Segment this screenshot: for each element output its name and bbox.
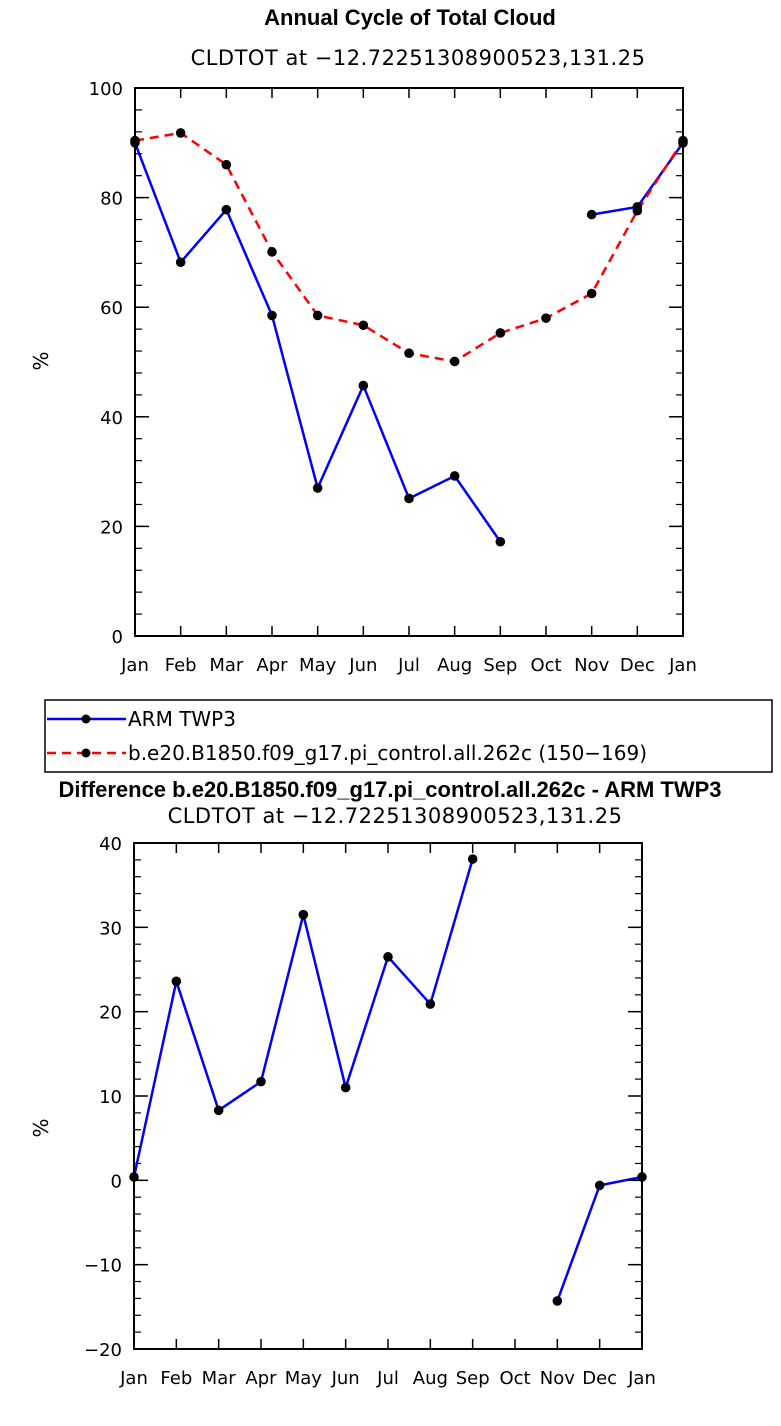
legend-box <box>44 699 773 773</box>
chart1-x-tick-label: Apr <box>256 655 288 676</box>
chart2-series-0-point <box>425 999 436 1009</box>
chart2-series-0-point <box>340 1082 351 1093</box>
chart1-y-tick-label: 20 <box>100 517 123 538</box>
chart1-y-tick-label: 80 <box>100 189 123 210</box>
chart2-x-tick-label: Jul <box>376 1368 399 1389</box>
chart1-x-tick-label: Feb <box>165 655 197 676</box>
chart1-series-1-point <box>404 348 414 359</box>
chart1-y-tick-label: 0 <box>112 627 123 648</box>
chart2-y-tick-label: 20 <box>99 1003 122 1024</box>
chart1-series-1-point <box>632 205 643 216</box>
chart1-series-1-point <box>312 310 323 321</box>
chart1-x-tick-label: Sep <box>483 655 517 676</box>
chart2-y-tick-label: −20 <box>84 1340 122 1361</box>
chart1-series-0-point <box>175 257 186 268</box>
chart2-series-0-point <box>298 909 309 920</box>
chart2-series-0-point <box>594 1180 605 1191</box>
chart2-y-tick-label: 10 <box>99 1087 122 1108</box>
legend-model-label: b.e20.B1850.f09_g17.pi_control.all.262c … <box>128 741 647 765</box>
chart1-series-0-line <box>133 142 502 543</box>
chart1-series-0-point <box>267 310 277 321</box>
chart1-series-0-point <box>312 483 323 493</box>
chart2-x-tick-label: Dec <box>582 1368 617 1389</box>
chart1-x-tick-label: Nov <box>574 655 609 676</box>
annual-cycle-chart: Annual Cycle of Total Cloud CLDTOT at −1… <box>29 5 697 676</box>
chart1-series-0-point <box>449 471 460 481</box>
chart2-x-tick-label: Jun <box>331 1368 360 1389</box>
chart1-subtitle: CLDTOT at −12.72251308900523,131.25 <box>191 46 646 70</box>
chart2-x-tick-label: Sep <box>456 1368 490 1389</box>
chart1-x-tick-label: Dec <box>620 655 655 676</box>
chart2-series-0-point <box>383 952 393 962</box>
chart2-y-axis-label: % <box>29 1118 53 1137</box>
chart2-subtitle: CLDTOT at −12.72251308900523,131.25 <box>168 804 623 828</box>
chart2-x-tick-label: May <box>285 1368 323 1389</box>
chart2-y-tick-label: 30 <box>99 918 122 939</box>
chart1-x-tick-label: Aug <box>437 655 472 676</box>
legend-arm-marker <box>81 714 91 724</box>
chart2-x-tick-label: Feb <box>160 1368 192 1389</box>
chart1-series-1-point <box>221 159 232 170</box>
chart1-series-1-point <box>267 247 277 257</box>
legend-model-marker <box>81 748 91 758</box>
chart2-x-tick-label: Aug <box>413 1368 448 1389</box>
legend: ARM TWP3 b.e20.B1850.f09_g17.pi_control.… <box>44 699 773 773</box>
chart1-series-1-point <box>586 288 597 299</box>
chart1-x-tick-label: May <box>299 655 337 676</box>
chart2-y-tick-label: 40 <box>99 834 122 855</box>
chart2-x-tick-label: Apr <box>245 1368 277 1389</box>
chart1-series-0-point <box>221 204 232 215</box>
chart1-series-0-point <box>358 380 369 391</box>
chart1-x-tick-label: Mar <box>209 655 244 676</box>
chart1-series-1-point <box>358 320 369 331</box>
chart1-x-tick-label: Jan <box>120 655 149 676</box>
chart2-y-tick-label: 0 <box>111 1171 122 1192</box>
chart1-y-axis-label: % <box>29 351 53 370</box>
chart1-series-1-line <box>134 131 685 363</box>
chart2-x-tick-label: Jan <box>119 1368 148 1389</box>
difference-chart: Difference b.e20.B1850.f09_g17.pi_contro… <box>29 777 722 1389</box>
chart1-x-tick-label: Jan <box>668 655 697 676</box>
chart2-series-0-point <box>467 854 478 864</box>
chart2-y-tick-label: −10 <box>84 1256 122 1277</box>
chart1-title: Annual Cycle of Total Cloud <box>264 5 556 30</box>
chart2-x-tick-label: Jan <box>627 1368 656 1389</box>
chart2-series-0-point <box>256 1076 266 1087</box>
chart1-y-tick-label: 40 <box>100 408 123 429</box>
chart2-x-tick-label: Nov <box>540 1368 575 1389</box>
chart2-series-0-line <box>556 1175 643 1302</box>
chart1-series-1-point <box>449 356 460 367</box>
chart2-series-0-point <box>171 976 182 987</box>
chart1-x-tick-label: Jul <box>397 655 420 676</box>
legend-arm-label: ARM TWP3 <box>128 707 236 731</box>
chart2-title: Difference b.e20.B1850.f09_g17.pi_contro… <box>58 777 721 802</box>
chart2-series-0-point <box>213 1105 224 1116</box>
chart1-x-tick-label: Oct <box>530 655 561 676</box>
chart1-series-1-point <box>175 128 186 138</box>
chart2-x-tick-label: Mar <box>202 1368 237 1389</box>
chart1-x-tick-label: Jun <box>348 655 377 676</box>
chart1-series-0-point <box>495 536 506 547</box>
chart2-frame <box>133 842 643 1350</box>
chart1-y-tick-label: 100 <box>89 79 123 100</box>
chart1-y-tick-label: 60 <box>100 298 123 319</box>
chart1-series-1-point <box>495 328 506 338</box>
chart1-series-0-point <box>586 209 597 220</box>
chart2-series-0-line <box>132 858 474 1178</box>
chart2-x-tick-label: Oct <box>499 1368 530 1389</box>
chart2-series-0-point <box>552 1296 563 1306</box>
chart1-series-0-point <box>404 493 414 504</box>
chart1-series-1-point <box>541 313 551 323</box>
chart1-frame <box>134 87 684 637</box>
